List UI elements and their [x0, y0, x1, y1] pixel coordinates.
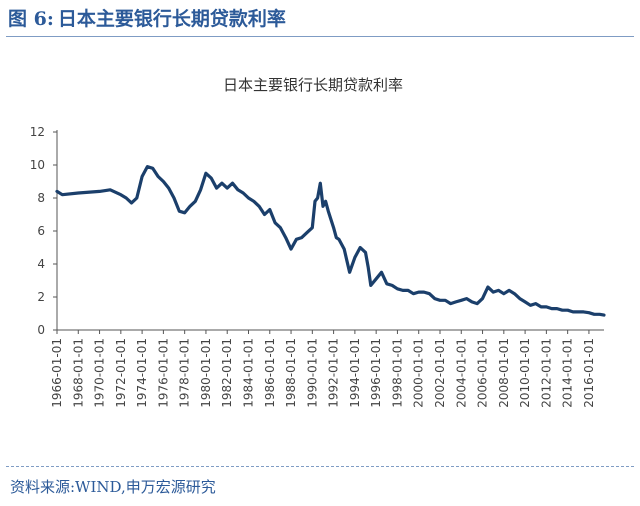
y-tick-label: 4 — [37, 257, 45, 271]
x-tick-label: 1968-01-01 — [71, 338, 85, 408]
x-tick-label: 1980-01-01 — [199, 338, 213, 408]
y-tick-label: 8 — [37, 191, 45, 205]
x-tick-label: 2010-01-01 — [518, 338, 532, 408]
y-tick-label: 12 — [30, 125, 45, 139]
y-tick-label: 6 — [37, 224, 45, 238]
x-tick-label: 1988-01-01 — [284, 338, 298, 408]
y-tick-label: 10 — [30, 158, 45, 172]
x-tick-label: 1970-01-01 — [93, 338, 107, 408]
x-tick-label: 1966-01-01 — [50, 338, 64, 408]
x-tick-label: 2012-01-01 — [539, 338, 553, 408]
x-tick-label: 2008-01-01 — [497, 338, 511, 408]
y-tick-label: 2 — [37, 290, 45, 304]
x-tick-label: 2014-01-01 — [561, 338, 575, 408]
x-tick-label: 2004-01-01 — [454, 338, 468, 408]
x-tick-label: 1972-01-01 — [114, 338, 128, 408]
x-tick-label: 1974-01-01 — [135, 338, 149, 408]
x-tick-label: 2016-01-01 — [582, 338, 596, 408]
x-tick-label: 1976-01-01 — [156, 338, 170, 408]
x-tick-label: 1978-01-01 — [178, 338, 192, 408]
x-tick-label: 2002-01-01 — [433, 338, 447, 408]
figure-label: 图 6: — [8, 8, 54, 30]
x-axis: 1966-01-01 1968-01-01 1970-01-01 1972-01-01… — [50, 329, 604, 408]
chart-title: 日本主要银行长期贷款利率 — [223, 76, 403, 94]
header-divider — [6, 36, 634, 37]
x-tick-label: 1992-01-01 — [327, 338, 341, 408]
source-note: 资料来源:WIND,申万宏源研究 — [10, 478, 216, 496]
x-tick-label: 1998-01-01 — [390, 338, 404, 408]
x-tick-label: 1994-01-01 — [348, 338, 362, 408]
x-tick-label: 1990-01-01 — [305, 338, 319, 408]
series-group — [55, 165, 606, 317]
y-axis: 0 2 4 6 8 10 12 — [30, 125, 58, 337]
figure-header: 图 6: 日本主要银行长期贷款利率 — [8, 6, 286, 32]
x-tick-label: 2000-01-01 — [412, 338, 426, 408]
x-tick-label: 1982-01-01 — [220, 338, 234, 408]
footer-divider — [6, 466, 634, 467]
line-chart: 日本主要银行长期贷款利率 0 2 4 6 8 10 12 1966-01-01 1968-01… — [30, 76, 606, 408]
x-tick-label: 2006-01-01 — [476, 338, 490, 408]
x-tick-label: 1986-01-01 — [263, 338, 277, 408]
x-tick-label: 1984-01-01 — [241, 338, 255, 408]
series-line — [55, 165, 606, 317]
x-tick-label: 1996-01-01 — [369, 338, 383, 408]
figure-caption: 日本主要银行长期贷款利率 — [57, 8, 286, 30]
y-tick-label: 0 — [37, 323, 45, 337]
